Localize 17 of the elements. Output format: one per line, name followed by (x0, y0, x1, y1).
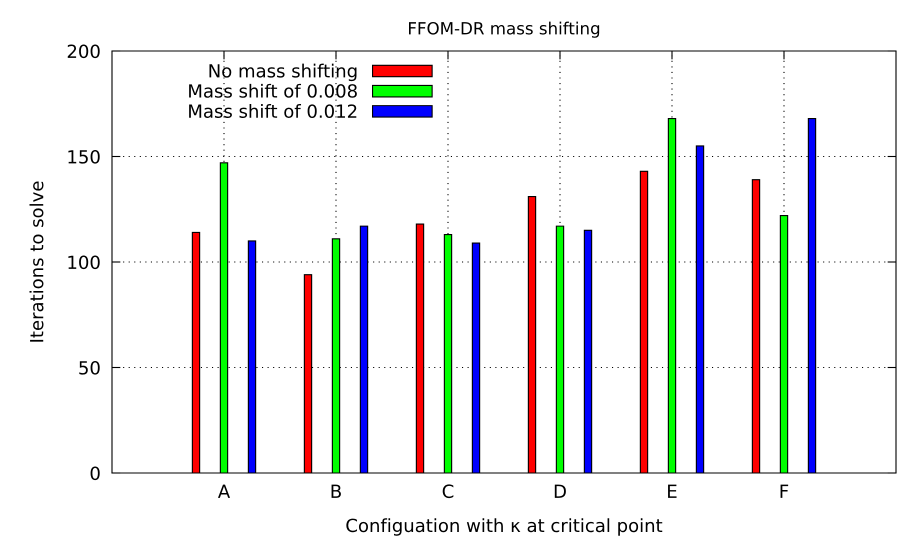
x-tick-label: E (668, 484, 677, 498)
x-tick-label: D (554, 484, 566, 498)
x-tick-label: A (218, 484, 230, 498)
y-tick-label: 50 (79, 360, 100, 375)
chart-title: FFOM-DR mass shifting (409, 22, 600, 38)
x-tick-label: B (332, 484, 341, 498)
x-tick-label: F (780, 484, 788, 498)
y-tick-label: 150 (68, 150, 100, 164)
y-tick-label: 100 (68, 255, 100, 270)
y-axis-title: Iterations to solve (30, 182, 44, 342)
legend-label: Mass shift of 0.008 (189, 84, 357, 98)
y-tick-label: 200 (68, 44, 100, 58)
y-tick-label: 0 (90, 466, 100, 480)
x-tick-label: C (442, 484, 454, 498)
legend-label: Mass shift of 0.012 (189, 104, 356, 118)
x-axis-title: Configuation with κ at critical point (346, 518, 662, 536)
legend-label: No mass shifting (209, 64, 356, 82)
